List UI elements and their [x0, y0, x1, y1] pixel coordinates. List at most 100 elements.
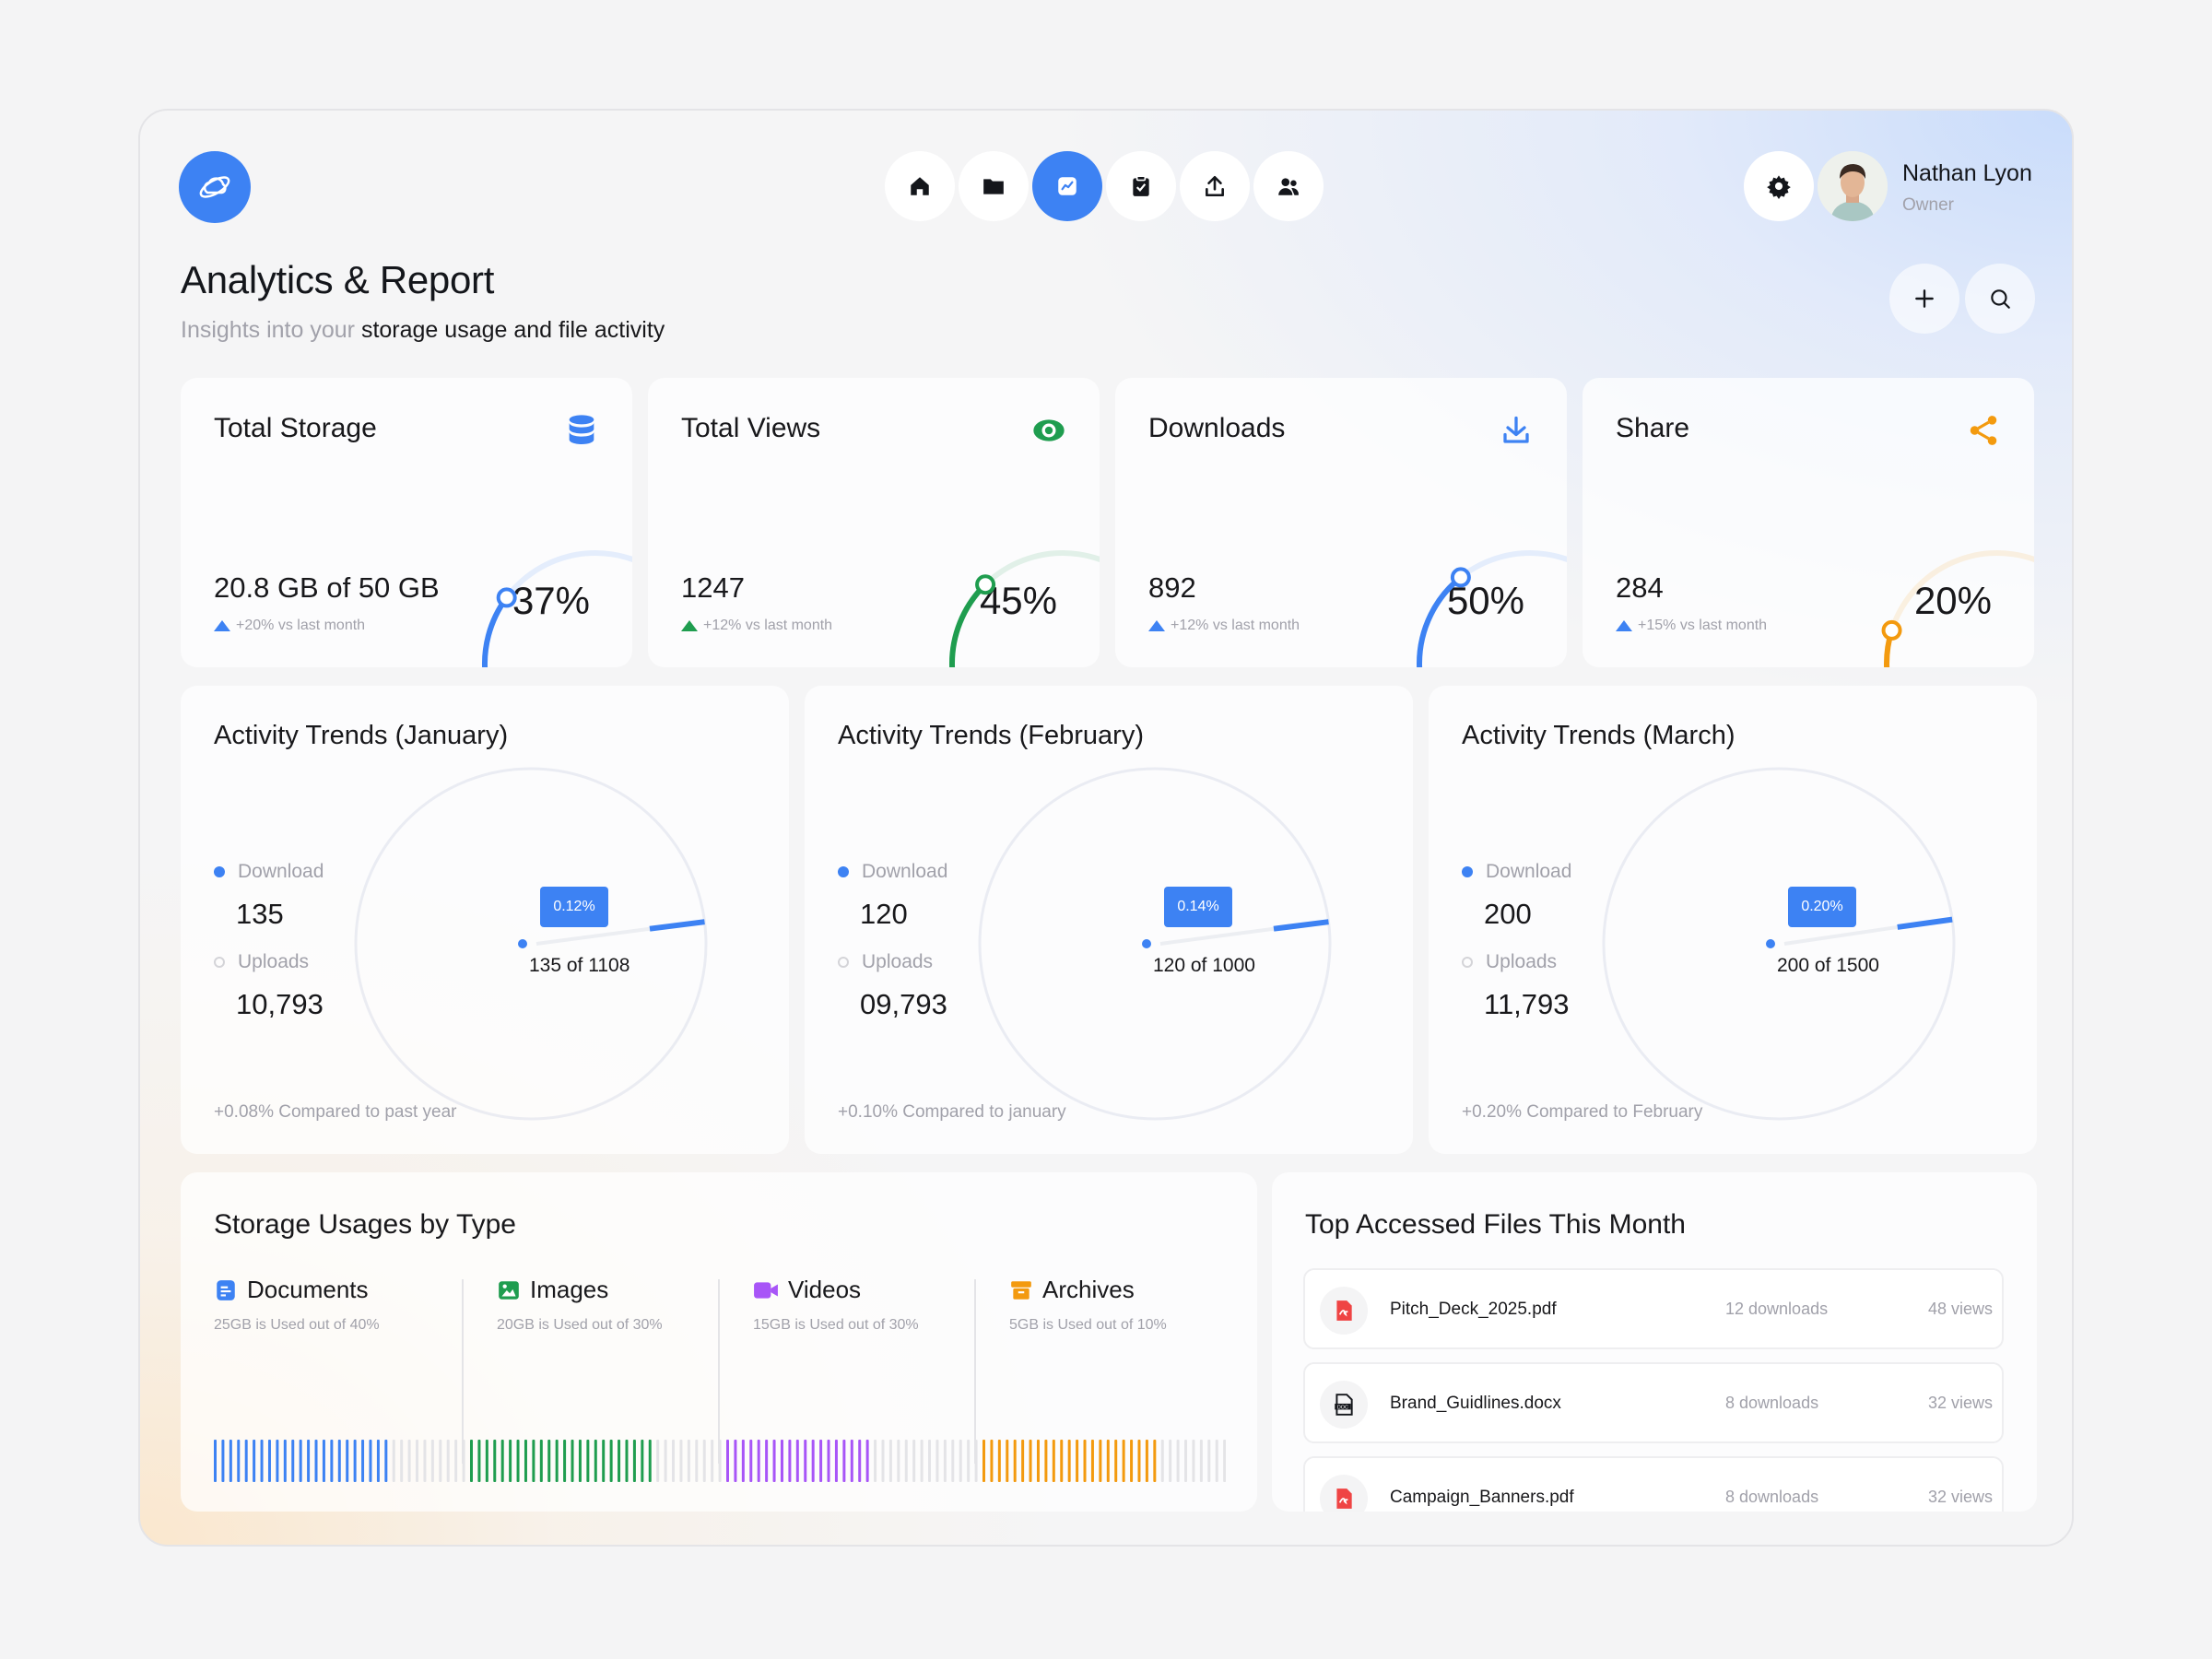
usage-bar [446, 1440, 450, 1482]
stat-title: Share [1616, 413, 1690, 443]
usage-bar [237, 1440, 241, 1482]
stat-card-storage[interactable]: Total Storage 20.8 GB of 50 GB +20% vs l… [181, 378, 632, 667]
nav-files[interactable] [959, 151, 1029, 221]
usage-bar [1083, 1440, 1087, 1482]
avatar[interactable] [1818, 151, 1888, 221]
category-divider [974, 1279, 976, 1464]
category-videos[interactable]: Videos 15GB is Used out of 30% [753, 1276, 919, 1334]
clipboard-icon [1133, 175, 1149, 196]
trend-card-march[interactable]: Activity Trends (March) Download 200 Upl… [1429, 686, 2037, 1154]
trend-card-february[interactable]: Activity Trends (February) Download 120 … [805, 686, 1413, 1154]
trend-badge: 0.20% [1788, 887, 1856, 927]
usage-bar [632, 1440, 636, 1482]
usage-bar [842, 1440, 846, 1482]
usage-bar [912, 1440, 916, 1482]
stat-change-text: +15% vs last month [1638, 618, 1768, 633]
stat-card-downloads[interactable]: Downloads 892 +12% vs last month 50% [1115, 378, 1567, 667]
usage-bar [563, 1440, 567, 1482]
usage-bar [578, 1440, 582, 1482]
usage-bar [749, 1440, 753, 1482]
category-detail: 25GB is Used out of 40% [214, 1317, 380, 1333]
file-name: Campaign_Banners.pdf [1390, 1488, 1574, 1507]
trend-of-total: 135 of 1108 [529, 955, 630, 976]
usage-bar [516, 1440, 520, 1482]
views-gauge [949, 550, 1100, 667]
legend-dot [838, 866, 849, 877]
settings-button[interactable] [1744, 151, 1814, 221]
trend-title: Activity Trends (March) [1462, 721, 1735, 750]
usage-bar [1090, 1440, 1094, 1482]
category-name: Documents [247, 1276, 369, 1303]
archive-icon [1011, 1280, 1031, 1300]
file-row[interactable]: Pitch_Deck_2025.pdf 12 downloads 48 view… [1303, 1268, 2004, 1349]
category-archives[interactable]: Archives 5GB is Used out of 10% [1009, 1276, 1167, 1334]
gauge-track [482, 550, 632, 667]
document-icon [217, 1279, 235, 1300]
search-button[interactable] [1965, 264, 2035, 334]
trend-dial [1602, 767, 1956, 1121]
usage-bar [1076, 1440, 1079, 1482]
download-count: 135 [236, 898, 284, 930]
legend-dot [1462, 866, 1473, 877]
stat-change: +20% vs last month [214, 618, 365, 634]
stat-card-views[interactable]: Total Views 1247 +12% vs last month 45% [648, 378, 1100, 667]
trend-title: Activity Trends (January) [214, 721, 509, 750]
usage-bar [1006, 1440, 1009, 1482]
stat-card-share[interactable]: Share 284 +15% vs last month 20% [1583, 378, 2034, 667]
usage-bar [337, 1440, 341, 1482]
usage-bar [1184, 1440, 1188, 1482]
usage-bar [1145, 1440, 1148, 1482]
file-downloads: 12 downloads [1725, 1300, 1829, 1318]
file-row[interactable]: Campaign_Banners.pdf 8 downloads 32 view… [1303, 1456, 2004, 1512]
usage-bar [850, 1440, 853, 1482]
nav-upload[interactable] [1180, 151, 1250, 221]
downloads-gauge [1417, 550, 1567, 667]
stat-title: Total Storage [214, 413, 377, 443]
usage-bar [625, 1440, 629, 1482]
subtitle-strong: storage usage and file activity [360, 317, 665, 343]
usage-bar [609, 1440, 613, 1482]
stat-change: +12% vs last month [1148, 618, 1300, 634]
usage-bar [416, 1440, 419, 1482]
usage-bar [524, 1440, 527, 1482]
nav-users[interactable] [1253, 151, 1324, 221]
upload-icon [1206, 175, 1224, 197]
app-logo[interactable] [179, 151, 251, 223]
usage-bar [555, 1440, 559, 1482]
usage-bar [967, 1440, 971, 1482]
file-row[interactable]: DOC Brand_Guidlines.docx 8 downloads 32 … [1303, 1362, 2004, 1443]
usage-bar [1215, 1440, 1218, 1482]
top-files-card: Top Accessed Files This Month Pitch_Deck… [1272, 1172, 2037, 1512]
dial-guide [1159, 926, 1275, 946]
dial-guide [535, 926, 651, 946]
add-button[interactable] [1889, 264, 1959, 334]
dial-dot [1142, 939, 1151, 948]
usage-bar [214, 1440, 217, 1482]
category-images[interactable]: Images 20GB is Used out of 30% [497, 1276, 663, 1334]
stat-title: Total Views [681, 413, 821, 443]
up-triangle-icon [681, 620, 698, 631]
nav-tasks[interactable] [1106, 151, 1176, 221]
category-documents[interactable]: Documents 25GB is Used out of 40% [214, 1276, 380, 1334]
usage-bar [943, 1440, 947, 1482]
storage-gauge [482, 550, 632, 667]
usage-bar [819, 1440, 823, 1482]
nav-analytics[interactable] [1032, 151, 1102, 221]
trend-card-january[interactable]: Activity Trends (January) Download 135 U… [181, 686, 789, 1154]
usage-bar [1114, 1440, 1118, 1482]
up-triangle-icon [214, 620, 230, 631]
usage-bar [951, 1440, 955, 1482]
trend-badge: 0.12% [540, 887, 608, 927]
usage-bar [462, 1440, 465, 1482]
legend-dot [1462, 957, 1473, 968]
page-subtitle: Insights into your storage usage and fil… [181, 317, 665, 344]
usage-bar [602, 1440, 606, 1482]
category-name: Videos [788, 1276, 862, 1303]
nav-home[interactable] [885, 151, 955, 221]
download-count: 200 [1484, 898, 1532, 930]
svg-text:DOC: DOC [1337, 1405, 1348, 1410]
usage-bar [641, 1440, 644, 1482]
legend-label: Uploads [1486, 951, 1558, 972]
legend-label: Download [238, 861, 324, 882]
file-downloads: 8 downloads [1725, 1488, 1819, 1506]
